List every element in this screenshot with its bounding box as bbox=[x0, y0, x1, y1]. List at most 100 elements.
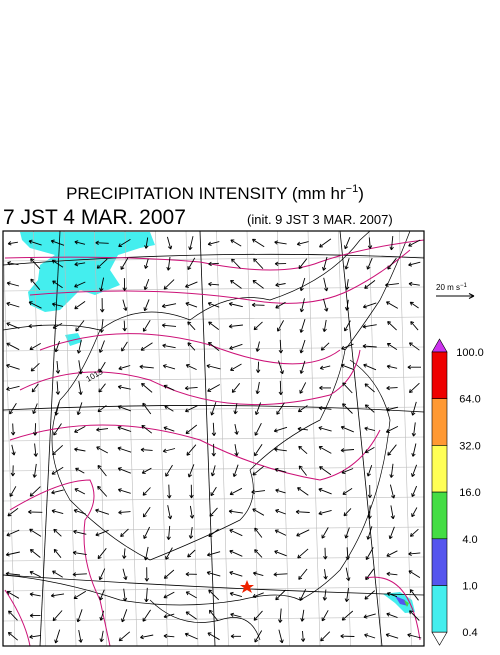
wind-arrow bbox=[99, 589, 105, 601]
isobar-label: 1013 bbox=[85, 367, 105, 384]
wind-arrow bbox=[274, 447, 287, 452]
colorbar: 100.0 64.0 32.0 16.0 4.0 1.0 0.4 bbox=[431, 338, 484, 646]
wind-arrow bbox=[207, 632, 220, 641]
wind-arrow bbox=[387, 321, 397, 331]
wind-arrow bbox=[165, 464, 173, 477]
wind-arrow bbox=[207, 384, 221, 392]
grid-line bbox=[94, 231, 107, 646]
wind-arrow bbox=[163, 279, 175, 290]
wind-arrow bbox=[52, 323, 63, 329]
wind-arrow bbox=[320, 631, 331, 642]
wind-arrow bbox=[142, 609, 151, 622]
wind-arrow bbox=[408, 239, 421, 247]
wind-arrow bbox=[320, 342, 330, 351]
wind-arrow bbox=[340, 363, 354, 371]
wind-arrow bbox=[230, 612, 242, 618]
colorbar-segment bbox=[431, 538, 448, 586]
wind-arrow bbox=[411, 507, 418, 518]
wind-arrow bbox=[254, 443, 263, 457]
wind-arrow bbox=[9, 486, 17, 497]
wind-arrow bbox=[386, 301, 399, 309]
precip-area bbox=[20, 232, 155, 312]
wind-arrow bbox=[318, 509, 332, 516]
colorbar-segment bbox=[431, 445, 448, 493]
wind-arrow bbox=[7, 261, 19, 266]
wind-arrow bbox=[363, 363, 377, 371]
wind-arrow bbox=[6, 301, 20, 308]
graticule bbox=[3, 253, 424, 266]
wind-arrow bbox=[73, 529, 87, 535]
wind-arrow bbox=[143, 546, 149, 561]
wind-arrow bbox=[342, 382, 353, 394]
wind-arrow bbox=[7, 507, 19, 517]
wind-arrow bbox=[275, 282, 286, 288]
wind-arrow bbox=[5, 551, 20, 557]
wind-arrow bbox=[364, 280, 376, 289]
wind-arrow bbox=[342, 488, 353, 495]
wind-arrow bbox=[96, 258, 108, 269]
wind-arrow bbox=[274, 529, 287, 536]
wind-arrow bbox=[230, 634, 241, 639]
wind-arrow bbox=[98, 361, 106, 373]
wind-arrow bbox=[140, 342, 153, 351]
wind-arrow bbox=[408, 342, 420, 351]
wind-arrow bbox=[297, 426, 308, 432]
grid-line bbox=[3, 496, 424, 502]
wind-arrow bbox=[299, 298, 305, 313]
wind-arrow bbox=[52, 280, 63, 289]
wind-arrow bbox=[278, 339, 283, 354]
grid-line bbox=[185, 231, 199, 646]
wind-arrow bbox=[275, 589, 286, 601]
wind-arrow bbox=[121, 341, 128, 352]
wind-arrow bbox=[386, 385, 398, 391]
isobar bbox=[4, 589, 31, 646]
wind-arrow bbox=[98, 383, 106, 393]
wind-arrow bbox=[74, 301, 86, 310]
wind-arrow bbox=[167, 484, 172, 499]
wind-arrow bbox=[96, 427, 109, 432]
wind-arrow bbox=[30, 258, 41, 270]
wind-arrow bbox=[6, 363, 20, 370]
wind-arrow bbox=[389, 484, 396, 499]
wind-arrow bbox=[296, 529, 310, 537]
wind-arrow bbox=[9, 402, 17, 415]
wind-arrow bbox=[254, 422, 262, 436]
wind-arrow bbox=[96, 446, 109, 454]
title-end: ) bbox=[358, 184, 364, 203]
wind-arrow bbox=[344, 279, 350, 290]
wind-arrow bbox=[319, 365, 331, 370]
wind-arrow bbox=[322, 319, 327, 332]
wind-arrow bbox=[73, 508, 86, 515]
wind-arrow bbox=[76, 609, 83, 623]
grid-line bbox=[338, 231, 351, 646]
location-star bbox=[240, 580, 254, 593]
colorbar-over bbox=[431, 338, 448, 353]
wind-arrow bbox=[50, 239, 65, 246]
wind-arrow bbox=[207, 341, 220, 351]
wind-arrow bbox=[228, 509, 243, 514]
wind-arrow bbox=[73, 590, 87, 599]
wind-arrow bbox=[254, 402, 262, 416]
wind-arrow bbox=[144, 567, 150, 582]
wind-arrow bbox=[121, 609, 128, 623]
wind-arrow bbox=[299, 318, 306, 333]
wind-arrow bbox=[28, 301, 42, 309]
wind-arrow bbox=[208, 321, 220, 330]
wind-arrow bbox=[29, 592, 41, 597]
wind-arrow bbox=[11, 444, 16, 456]
wind-arrow bbox=[120, 257, 129, 270]
wind-arrow bbox=[298, 445, 308, 455]
wind-arrow bbox=[6, 529, 20, 537]
wind-arrow bbox=[386, 342, 398, 350]
wind-arrow bbox=[142, 402, 152, 415]
grid-line bbox=[3, 346, 424, 352]
wind-arrow bbox=[117, 405, 132, 412]
wind-arrow bbox=[385, 633, 399, 639]
wind-arrow bbox=[184, 385, 198, 391]
wind-arrow bbox=[385, 425, 399, 433]
wind-arrow bbox=[344, 299, 350, 311]
wind-arrow bbox=[318, 487, 332, 495]
wind-arrow bbox=[322, 256, 328, 271]
isobar bbox=[9, 479, 111, 646]
